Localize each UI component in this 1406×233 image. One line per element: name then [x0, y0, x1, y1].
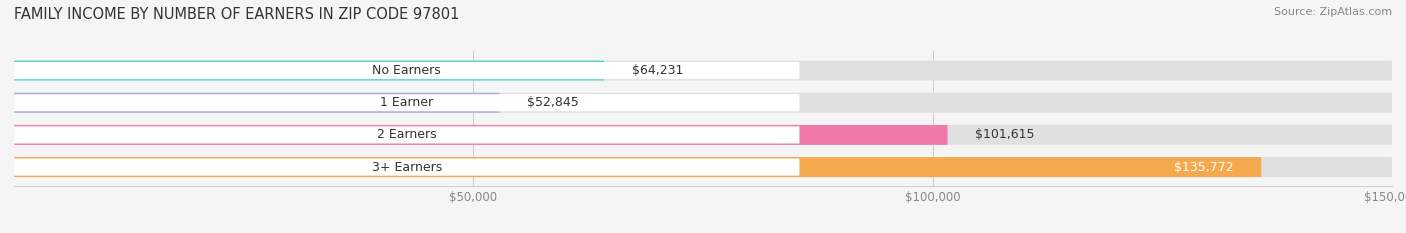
Text: $52,845: $52,845: [527, 96, 579, 109]
FancyBboxPatch shape: [14, 94, 800, 111]
Text: 2 Earners: 2 Earners: [377, 128, 437, 141]
Text: 3+ Earners: 3+ Earners: [371, 161, 441, 174]
FancyBboxPatch shape: [14, 61, 605, 81]
FancyBboxPatch shape: [14, 157, 1392, 177]
FancyBboxPatch shape: [14, 158, 800, 176]
FancyBboxPatch shape: [14, 125, 1392, 145]
Text: Source: ZipAtlas.com: Source: ZipAtlas.com: [1274, 7, 1392, 17]
FancyBboxPatch shape: [14, 126, 800, 144]
FancyBboxPatch shape: [14, 93, 1392, 113]
FancyBboxPatch shape: [14, 62, 800, 79]
Text: No Earners: No Earners: [373, 64, 441, 77]
FancyBboxPatch shape: [14, 125, 948, 145]
FancyBboxPatch shape: [14, 93, 499, 113]
Text: $135,772: $135,772: [1174, 161, 1233, 174]
Text: $64,231: $64,231: [631, 64, 683, 77]
FancyBboxPatch shape: [14, 61, 1392, 81]
Text: 1 Earner: 1 Earner: [380, 96, 433, 109]
Text: FAMILY INCOME BY NUMBER OF EARNERS IN ZIP CODE 97801: FAMILY INCOME BY NUMBER OF EARNERS IN ZI…: [14, 7, 460, 22]
FancyBboxPatch shape: [14, 157, 1261, 177]
Text: $101,615: $101,615: [974, 128, 1035, 141]
